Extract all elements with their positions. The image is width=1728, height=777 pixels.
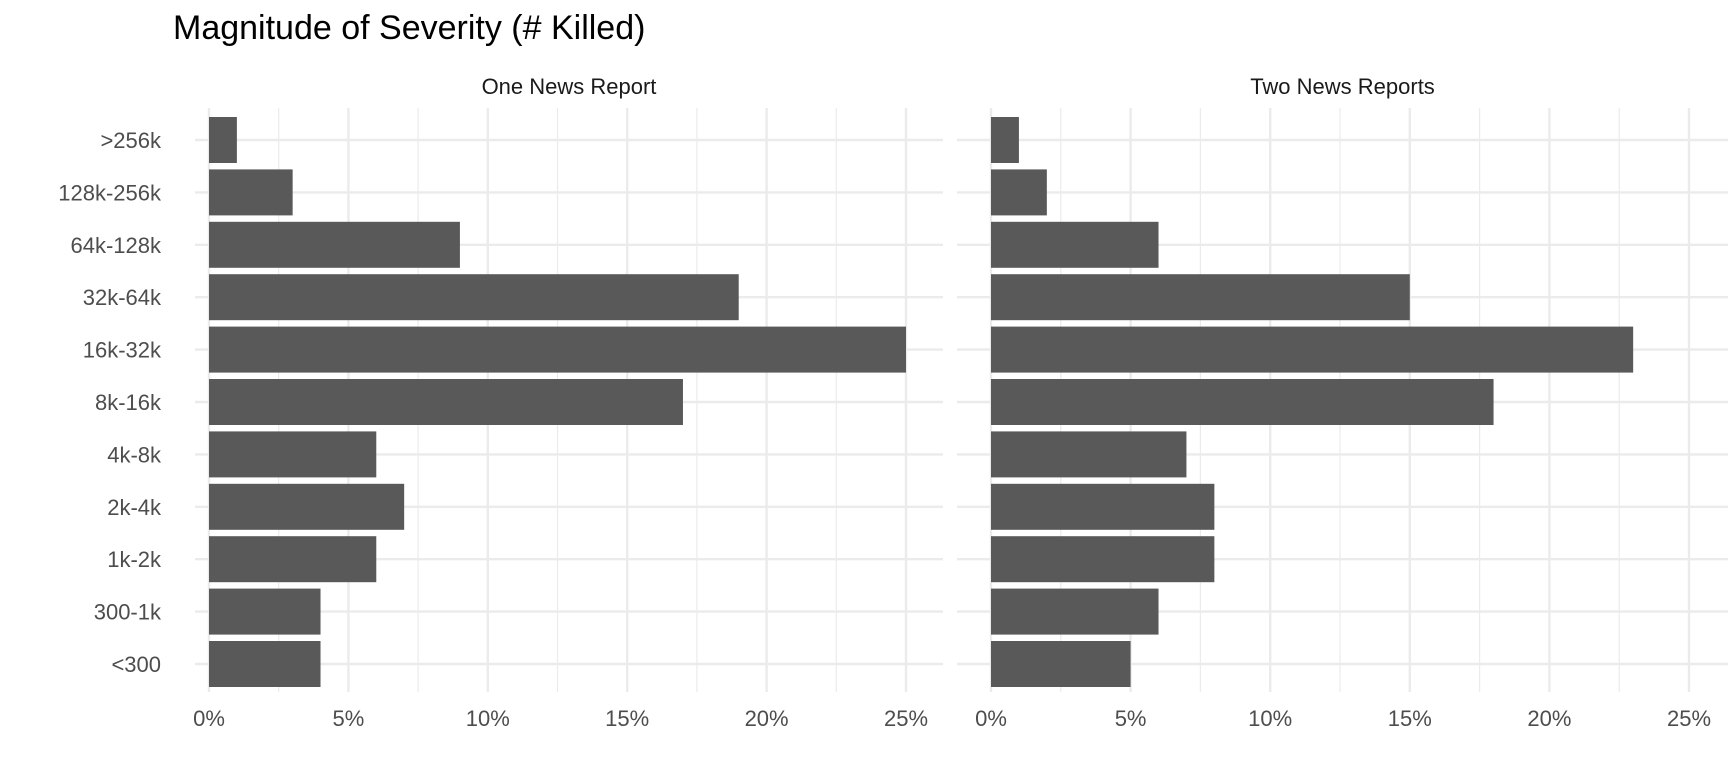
y-tick-label: 1k-2k xyxy=(107,547,162,572)
y-tick-label: 64k-128k xyxy=(70,233,162,258)
x-tick-label: 10% xyxy=(1248,706,1292,731)
bar xyxy=(209,326,906,373)
y-tick-label: 16k-32k xyxy=(83,338,162,363)
panel-title: Two News Reports xyxy=(1250,74,1435,99)
y-tick-label: >256k xyxy=(100,128,162,153)
chart-title: Magnitude of Severity (# Killed) xyxy=(173,9,645,47)
bar xyxy=(209,379,683,425)
bar xyxy=(991,221,1159,268)
y-axis: >256k 128k-256k 64k-128k 32k-64k 16k-32k 8k-1… xyxy=(58,128,162,677)
panel-title: One News Report xyxy=(482,74,657,99)
bar xyxy=(209,641,321,687)
panel-1: One News Report 0% 5% 10% 15% 20% 25% xyxy=(193,74,943,731)
x-tick-label: 0% xyxy=(193,706,225,731)
bar xyxy=(991,274,1410,321)
x-tick-label: 25% xyxy=(884,706,928,731)
bar xyxy=(209,117,237,163)
bar xyxy=(991,326,1634,373)
bar xyxy=(991,588,1159,635)
y-tick-label: 2k-4k xyxy=(107,495,162,520)
bar xyxy=(209,536,377,583)
x-tick-label: 15% xyxy=(605,706,649,731)
bar xyxy=(209,588,321,635)
y-tick-label: <300 xyxy=(111,652,161,677)
y-tick-label: 8k-16k xyxy=(95,390,162,415)
bar xyxy=(991,483,1215,530)
bar xyxy=(209,274,739,321)
bar xyxy=(991,379,1494,425)
y-tick-label: 300-1k xyxy=(94,600,162,625)
bar xyxy=(209,431,377,478)
x-tick-label: 5% xyxy=(333,706,365,731)
x-tick-label: 20% xyxy=(1527,706,1571,731)
panel-2: Two News Reports 0% 5% 10% 15% 20% 25% xyxy=(957,74,1728,731)
bar xyxy=(991,641,1131,687)
bar xyxy=(991,117,1019,163)
bar xyxy=(209,221,460,268)
x-tick-label: 10% xyxy=(466,706,510,731)
bar xyxy=(991,431,1187,478)
bar xyxy=(209,483,405,530)
x-tick-label: 25% xyxy=(1667,706,1711,731)
x-tick-label: 15% xyxy=(1388,706,1432,731)
bar xyxy=(209,169,293,216)
y-tick-label: 32k-64k xyxy=(83,285,162,310)
y-tick-label: 128k-256k xyxy=(58,180,162,205)
x-tick-label: 0% xyxy=(975,706,1007,731)
x-tick-label: 5% xyxy=(1115,706,1147,731)
x-tick-label: 20% xyxy=(745,706,789,731)
bar xyxy=(991,536,1215,583)
y-tick-label: 4k-8k xyxy=(107,442,162,467)
bar xyxy=(991,169,1047,216)
